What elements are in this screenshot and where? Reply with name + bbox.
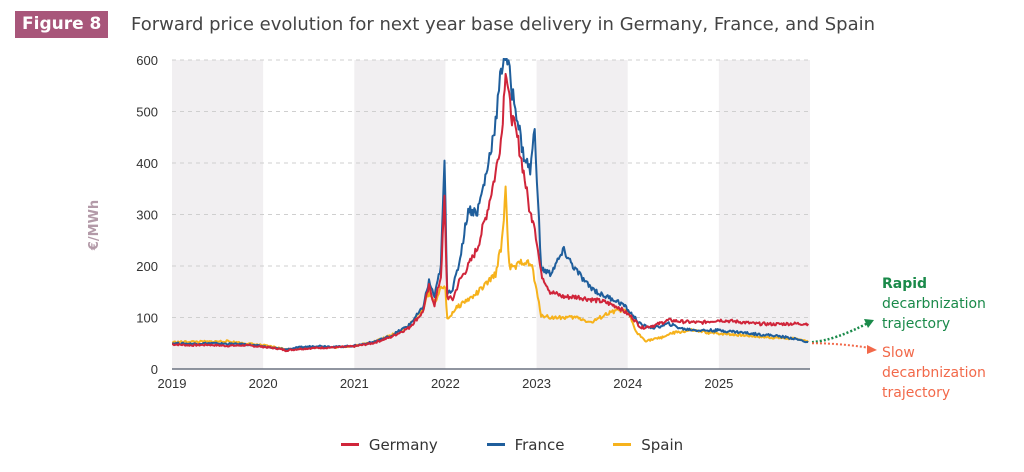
slow-annotation-line: Slow (882, 345, 915, 361)
legend-item-spain: Spain (613, 436, 683, 454)
rapid-arrowhead-icon (864, 319, 874, 328)
rapid-trajectory-arrow (811, 321, 869, 344)
y-tick-label: 300 (136, 208, 158, 223)
y-axis-ticks: 0 100 200 300 400 500 600 (136, 53, 158, 377)
y-tick-label: 600 (136, 53, 158, 68)
slow-annotation-line: decarbnization (882, 365, 986, 381)
gridlines (172, 59, 810, 318)
legend-label-germany: Germany (368, 435, 438, 454)
legend-swatch-germany (340, 443, 359, 446)
rapid-annotation-line: Rapid (882, 276, 927, 292)
series-line-spain (172, 185, 809, 351)
x-axis-ticks: 2019 2020 2021 2022 2023 2024 2025 (158, 376, 734, 391)
rapid-annotation-line: trajectory (882, 316, 950, 332)
series-lines (172, 58, 810, 353)
year-band-2019 (172, 60, 264, 369)
rapid-annotation-line: decarbnization (882, 296, 986, 312)
legend-label-france: France (514, 435, 565, 454)
x-tick-label: 2019 (158, 376, 187, 391)
legend-item-germany: Germany (340, 435, 438, 454)
y-tick-label: 400 (136, 156, 158, 171)
slow-annotation-line: trajectory (882, 385, 950, 401)
slow-arrowhead-icon (867, 345, 877, 354)
y-axis-label: €/MWh (87, 200, 102, 251)
figure-title: Forward price evolution for next year ba… (131, 14, 876, 35)
series-line-germany (172, 72, 810, 353)
x-tick-label: 2021 (340, 376, 369, 391)
legend-item-france: France (486, 435, 565, 454)
y-tick-label: 0 (151, 362, 158, 377)
x-tick-label: 2024 (613, 376, 642, 391)
y-tick-label: 500 (136, 105, 158, 120)
annotations: Rapid decarbnization trajectory Slow decarbn… (811, 276, 986, 401)
y-tick-label: 200 (136, 259, 158, 274)
legend: Germany France Spain (0, 432, 1024, 454)
legend-swatch-spain (613, 443, 632, 446)
y-tick-label: 100 (136, 311, 158, 326)
legend-label-spain: Spain (641, 435, 684, 454)
x-tick-label: 2020 (249, 376, 278, 391)
x-tick-label: 2025 (704, 376, 733, 391)
x-tick-label: 2023 (522, 376, 551, 391)
figure-badge: Figure 8 (15, 11, 109, 38)
slow-trajectory-arrow (811, 342, 871, 349)
legend-swatch-france (486, 443, 505, 446)
x-tick-label: 2022 (431, 376, 460, 391)
